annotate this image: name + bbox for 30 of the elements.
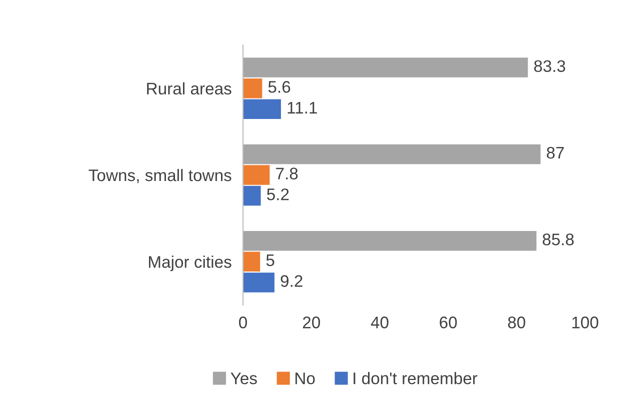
y-tick-label: Towns, small towns [88, 168, 232, 184]
x-tick-label: 0 [239, 316, 247, 328]
bar [243, 230, 536, 251]
legend-label: Yes [230, 372, 257, 384]
legend-label: I don't remember [354, 372, 478, 384]
x-tick-label: 60 [440, 316, 457, 328]
bar [243, 58, 528, 78]
data-label: 5.6 [268, 81, 290, 93]
y-tick-label: Major cities [148, 256, 232, 272]
data-label: 85.8 [542, 234, 574, 246]
x-tick-label: 100 [572, 316, 598, 328]
y-tick-label: Rural areas [147, 82, 232, 95]
data-label: 83.3 [534, 60, 566, 72]
x-tick-label: 20 [302, 316, 320, 328]
x-tick-label: 40 [370, 316, 388, 328]
bar [243, 165, 270, 185]
bar [243, 78, 262, 98]
data-label: 5 [266, 254, 274, 266]
data-label: 87 [546, 146, 564, 159]
x-tick-label: 80 [508, 316, 526, 328]
data-label: 5.2 [267, 188, 289, 200]
bar [243, 186, 261, 206]
bar [243, 144, 541, 164]
legend-label: No [296, 372, 315, 384]
data-label: 11.1 [288, 102, 317, 114]
bar [243, 272, 274, 292]
data-label: 7.8 [276, 168, 298, 180]
data-label: 9.2 [280, 275, 302, 287]
bar [243, 99, 281, 120]
bar [243, 252, 260, 272]
